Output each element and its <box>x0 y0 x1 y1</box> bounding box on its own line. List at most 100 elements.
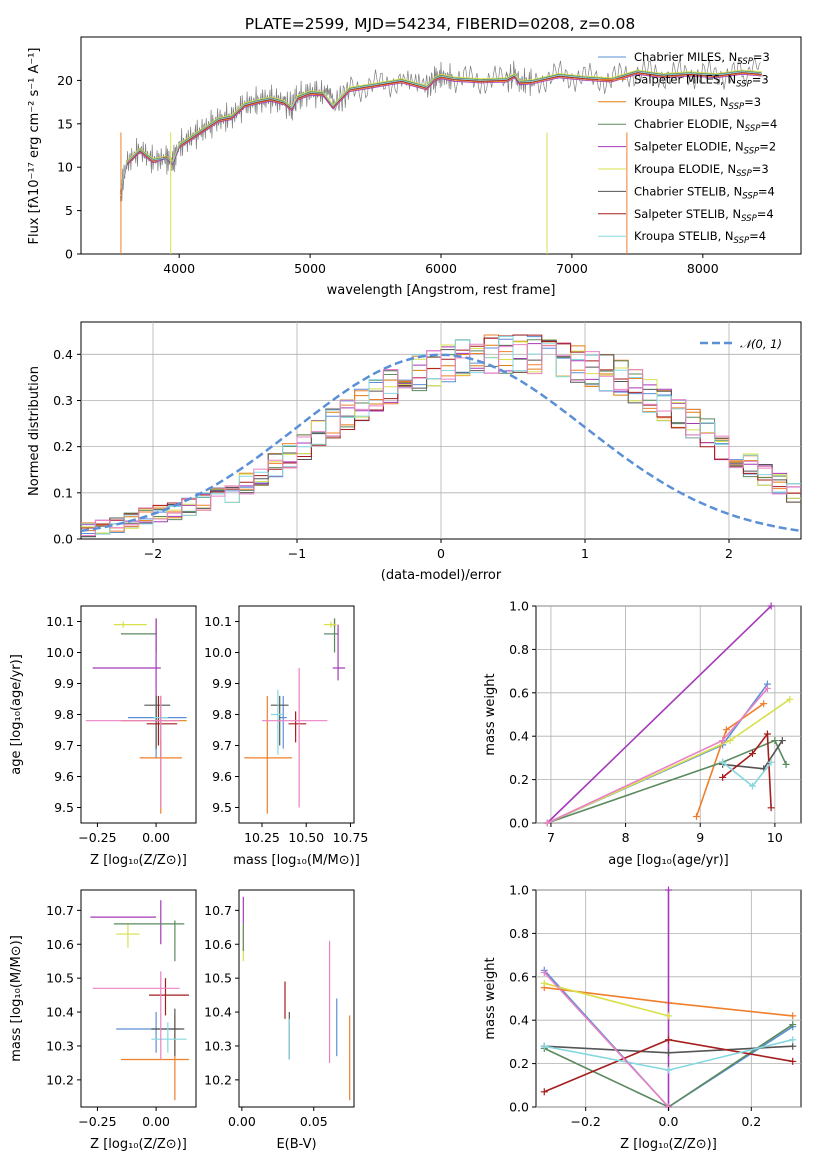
weight-point-marker <box>719 773 727 781</box>
y-tick-label: 10.6 <box>46 937 74 952</box>
spectrum-legend: Chabrier MILES, NSSP=3 Salpeter MILES, NS… <box>598 50 777 246</box>
mass-vs-Z-xlabel: Z [log₁₀(Z/Z⊙)] <box>90 1137 187 1152</box>
y-tick-label: 9.8 <box>212 707 232 722</box>
weight-vs-Z-ylabel: mass weight <box>483 957 498 1039</box>
x-tick-label: 8000 <box>687 261 719 276</box>
figure-title: PLATE=2599, MJD=54234, FIBERID=0208, z=0… <box>245 15 635 33</box>
weight-point-marker <box>789 1057 797 1065</box>
y-tick-label: 9.8 <box>54 707 74 722</box>
weight-point-marker <box>665 1049 672 1057</box>
legend-label: Salpeter STELIB, NSSP=4 <box>634 207 774 224</box>
x-tick-label: −2 <box>144 546 162 561</box>
y-tick-label: 0.4 <box>509 1013 529 1028</box>
x-tick-label: 0.00 <box>142 830 170 845</box>
y-tick-label: 0.4 <box>509 729 529 744</box>
weight-point-marker <box>760 700 768 708</box>
weight-vs-age-xlabel: age [log₁₀(age/yr)] <box>608 853 729 868</box>
y-tick-label: 10.3 <box>46 1038 74 1053</box>
residual-panel: −2 −1 0 1 2 0.0 0.1 0.2 0.3 0.4 (data-model)/err… <box>27 321 802 583</box>
weight-point-marker <box>665 886 672 894</box>
x-tick-label: 2 <box>725 546 733 561</box>
weight-point-marker <box>771 737 779 745</box>
y-tick-label: 1.0 <box>509 883 529 898</box>
y-tick-label: 10.4 <box>46 1005 74 1020</box>
x-tick-label: 10.25 <box>244 830 280 845</box>
legend-label: Salpeter ELODIE, NSSP=2 <box>634 140 776 157</box>
y-tick-label: 0.2 <box>509 1056 529 1071</box>
weight-point-marker <box>726 737 734 745</box>
model-spectrum-line <box>119 72 762 193</box>
y-tick-label: 10.4 <box>204 1005 232 1020</box>
y-tick-label: 10.1 <box>46 614 74 629</box>
weight-point-marker <box>540 968 548 976</box>
y-tick-label: 9.9 <box>212 676 232 691</box>
y-tick-label: 10.2 <box>204 1072 232 1087</box>
x-tick-label: 6000 <box>425 261 457 276</box>
y-tick-label: 9.9 <box>54 676 74 691</box>
spectrum-x-ticks: 4000 5000 6000 7000 8000 <box>163 254 719 276</box>
x-tick-label: 1 <box>581 546 589 561</box>
y-tick-label: 9.6 <box>54 769 74 784</box>
age-vs-Z-ylabel: age [log₁₀(age/yr)] <box>9 654 24 775</box>
y-tick-label: 10.0 <box>204 645 232 660</box>
residual-histograms <box>81 334 801 538</box>
residual-xlabel: (data-model)/error <box>381 568 502 583</box>
weight-point-marker <box>665 1066 672 1074</box>
weight-point-marker <box>748 782 756 790</box>
weight-point-marker <box>786 695 794 703</box>
y-tick-label: 15 <box>57 116 73 131</box>
x-tick-label: 0.2 <box>741 1114 761 1129</box>
spectrum-panel: 4000 5000 6000 7000 8000 0 5 10 15 20 wavelength… <box>27 36 802 298</box>
x-tick-label: −0.2 <box>571 1114 601 1129</box>
weight-point-marker <box>665 1012 672 1020</box>
x-tick-label: 0.00 <box>142 1114 170 1129</box>
y-tick-label: 0.2 <box>509 772 529 787</box>
weight-vs-age-panel: 7 8 9 10 0.0 0.2 0.4 0.6 0.8 1.0 age [log₁₀(age/yr… <box>483 599 802 868</box>
y-tick-label: 9.7 <box>212 738 232 753</box>
weight-point-marker <box>692 812 700 820</box>
x-tick-label: 0 <box>437 546 445 561</box>
legend-label: Salpeter MILES, NSSP=3 <box>634 72 769 89</box>
mass-vs-EBV-axes <box>238 889 355 1108</box>
y-tick-label: 10.1 <box>204 614 232 629</box>
mass-vs-Z-ylabel: mass [log₁₀(M/M⊙)] <box>9 935 24 1062</box>
y-tick-label: 0.0 <box>509 816 529 831</box>
model-spectrum-line <box>119 69 762 191</box>
y-tick-label: 20 <box>57 73 73 88</box>
weight-point-marker <box>543 819 551 827</box>
age-vs-Z-panel: −0.25 0.00 9.5 9.6 9.7 9.8 9.9 10.0 10.1 Z [log₁₀… <box>9 605 197 868</box>
y-tick-label: 0.0 <box>53 532 73 547</box>
y-tick-label: 9.5 <box>54 800 74 815</box>
weight-series-line <box>546 739 787 824</box>
y-tick-label: 9.5 <box>212 800 232 815</box>
y-tick-label: 10.2 <box>46 1072 74 1087</box>
y-tick-label: 0.2 <box>53 439 73 454</box>
weight-vs-age-ylabel: mass weight <box>483 673 498 755</box>
x-tick-label: −1 <box>288 546 306 561</box>
x-tick-label: 10 <box>767 830 783 845</box>
x-tick-label: 4000 <box>163 261 195 276</box>
weight-point-marker <box>789 1021 797 1029</box>
residual-legend: 𝒩(0, 1) <box>700 337 782 351</box>
weight-point-marker <box>778 737 786 745</box>
weight-point-marker <box>665 1036 672 1044</box>
residual-y-ticks: 0.0 0.1 0.2 0.3 0.4 <box>53 347 81 547</box>
model-spectrum-line <box>119 73 762 193</box>
weight-point-marker <box>763 730 771 738</box>
spectrum-ylabel: Flux [fλ10⁻¹⁷ erg cm⁻² s⁻¹ A⁻¹] <box>27 48 42 245</box>
spectrum-xlabel: wavelength [Angstrom, rest frame] <box>327 283 556 298</box>
histogram-series <box>81 343 801 536</box>
mass-vs-Z-axes <box>80 889 197 1108</box>
y-tick-label: 10.7 <box>204 903 232 918</box>
model-spectrum-line <box>119 73 762 195</box>
x-tick-label: 0.05 <box>300 1114 328 1129</box>
y-tick-label: 0.0 <box>509 1100 529 1115</box>
x-tick-label: 0.0 <box>659 1114 679 1129</box>
y-tick-label: 9.7 <box>54 738 74 753</box>
x-tick-label: −0.25 <box>78 1114 116 1129</box>
weight-point-marker <box>763 684 771 692</box>
weight-point-marker <box>719 758 727 766</box>
legend-label: Kroupa ELODIE, NSSP=3 <box>634 162 769 179</box>
weight-point-marker <box>719 737 727 745</box>
